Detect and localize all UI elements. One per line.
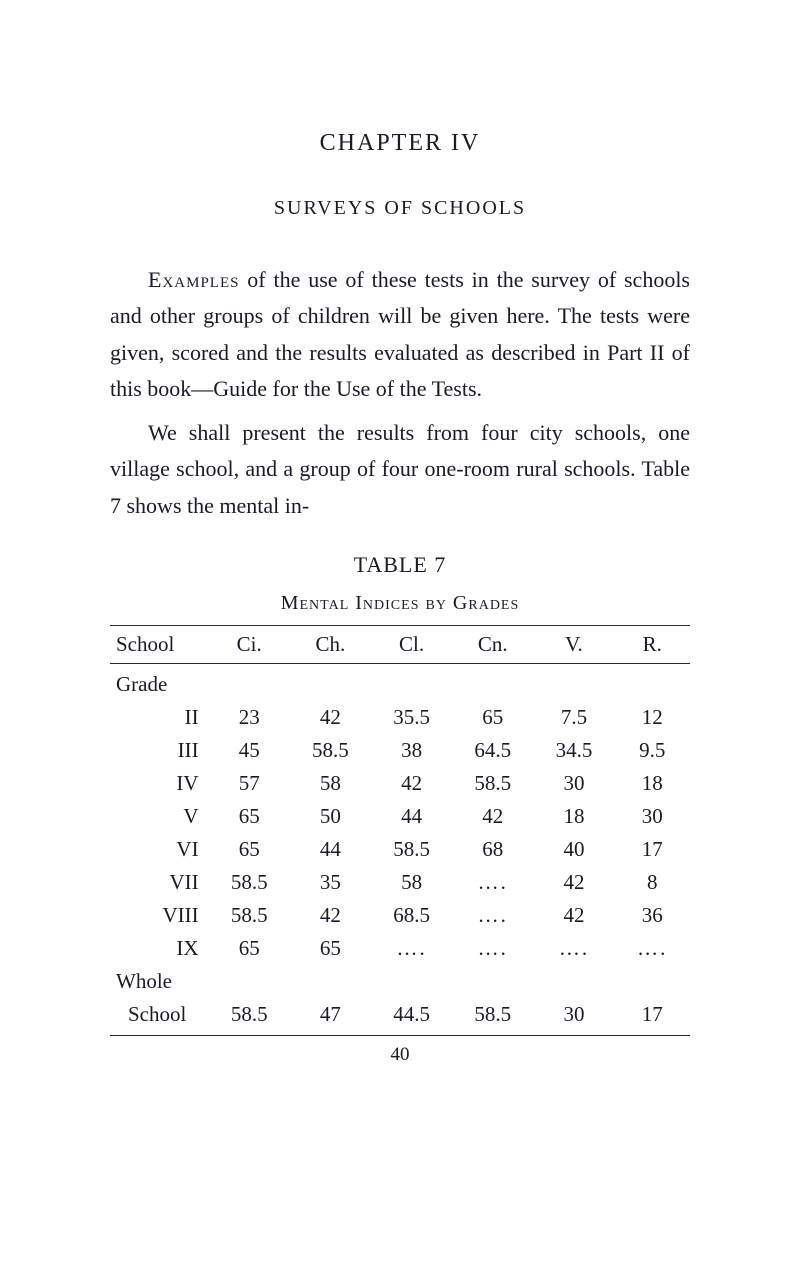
section-title: SURVEYS OF SCHOOLS bbox=[110, 197, 690, 220]
cell: 9.5 bbox=[615, 734, 690, 767]
cell: …. bbox=[533, 932, 614, 965]
paragraph-2-text: We shall present the results from four c… bbox=[110, 420, 690, 518]
cell: 38 bbox=[371, 734, 452, 767]
cell: 42 bbox=[290, 701, 371, 734]
whole-label: Whole bbox=[110, 965, 209, 998]
row-label: VII bbox=[110, 866, 209, 899]
paragraph-2: We shall present the results from four c… bbox=[110, 415, 690, 524]
cell: 58 bbox=[290, 767, 371, 800]
col-cn: Cn. bbox=[452, 626, 533, 664]
row-label: III bbox=[110, 734, 209, 767]
col-ci: Ci. bbox=[209, 626, 290, 664]
table-row: V 65 50 44 42 18 30 bbox=[110, 800, 690, 833]
row-label: VI bbox=[110, 833, 209, 866]
cell: 44.5 bbox=[371, 998, 452, 1036]
col-ch: Ch. bbox=[290, 626, 371, 664]
col-r: R. bbox=[615, 626, 690, 664]
grades-table: School Ci. Ch. Cl. Cn. V. R. Grade II 23… bbox=[110, 625, 690, 1036]
paragraph-1-lead: Examples bbox=[148, 267, 239, 292]
cell: 65 bbox=[209, 800, 290, 833]
grade-label-row: Grade bbox=[110, 664, 690, 702]
table-row: VI 65 44 58.5 68 40 17 bbox=[110, 833, 690, 866]
cell: 35.5 bbox=[371, 701, 452, 734]
chapter-title: CHAPTER IV bbox=[110, 130, 690, 157]
cell: …. bbox=[615, 932, 690, 965]
cell: 58 bbox=[371, 866, 452, 899]
cell: 18 bbox=[615, 767, 690, 800]
whole-school-row: School 58.5 47 44.5 58.5 30 17 bbox=[110, 998, 690, 1036]
cell: 42 bbox=[290, 899, 371, 932]
cell: 42 bbox=[533, 899, 614, 932]
cell: 35 bbox=[290, 866, 371, 899]
cell: 30 bbox=[533, 767, 614, 800]
cell: 42 bbox=[371, 767, 452, 800]
grade-label: Grade bbox=[110, 664, 209, 702]
whole-label-row: Whole bbox=[110, 965, 690, 998]
cell: 42 bbox=[533, 866, 614, 899]
row-label: IX bbox=[110, 932, 209, 965]
paragraph-1: Examples of the use of these tests in th… bbox=[110, 262, 690, 407]
col-school: School bbox=[110, 626, 209, 664]
row-label: IV bbox=[110, 767, 209, 800]
table-row: III 45 58.5 38 64.5 34.5 9.5 bbox=[110, 734, 690, 767]
cell: 23 bbox=[209, 701, 290, 734]
table-row: IX 65 65 …. …. …. …. bbox=[110, 932, 690, 965]
cell: 36 bbox=[615, 899, 690, 932]
table-header-row: School Ci. Ch. Cl. Cn. V. R. bbox=[110, 626, 690, 664]
cell: 17 bbox=[615, 833, 690, 866]
cell: 40 bbox=[533, 833, 614, 866]
cell: …. bbox=[452, 899, 533, 932]
table-row: IV 57 58 42 58.5 30 18 bbox=[110, 767, 690, 800]
row-label: School bbox=[110, 998, 209, 1036]
cell: 58.5 bbox=[452, 767, 533, 800]
cell: 8 bbox=[615, 866, 690, 899]
col-cl: Cl. bbox=[371, 626, 452, 664]
cell: 58.5 bbox=[371, 833, 452, 866]
cell: 44 bbox=[371, 800, 452, 833]
cell: 68.5 bbox=[371, 899, 452, 932]
row-label: VIII bbox=[110, 899, 209, 932]
cell: 68 bbox=[452, 833, 533, 866]
cell: 58.5 bbox=[209, 866, 290, 899]
row-label: V bbox=[110, 800, 209, 833]
col-v: V. bbox=[533, 626, 614, 664]
table-row: VIII 58.5 42 68.5 …. 42 36 bbox=[110, 899, 690, 932]
table-row: VII 58.5 35 58 …. 42 8 bbox=[110, 866, 690, 899]
cell: 7.5 bbox=[533, 701, 614, 734]
cell: 30 bbox=[533, 998, 614, 1036]
page-number: 40 bbox=[110, 1044, 690, 1066]
cell: 47 bbox=[290, 998, 371, 1036]
table-subtitle: Mental Indices by Grades bbox=[110, 592, 690, 615]
cell: 42 bbox=[452, 800, 533, 833]
cell: 64.5 bbox=[452, 734, 533, 767]
cell: 57 bbox=[209, 767, 290, 800]
table-row: II 23 42 35.5 65 7.5 12 bbox=[110, 701, 690, 734]
cell: 58.5 bbox=[290, 734, 371, 767]
cell: 44 bbox=[290, 833, 371, 866]
cell: 65 bbox=[209, 833, 290, 866]
cell: 58.5 bbox=[209, 899, 290, 932]
cell: 30 bbox=[615, 800, 690, 833]
cell: …. bbox=[452, 866, 533, 899]
cell: 65 bbox=[452, 701, 533, 734]
row-label: II bbox=[110, 701, 209, 734]
cell: 17 bbox=[615, 998, 690, 1036]
table-title: TABLE 7 bbox=[110, 552, 690, 578]
cell: 18 bbox=[533, 800, 614, 833]
cell: 50 bbox=[290, 800, 371, 833]
cell: …. bbox=[371, 932, 452, 965]
cell: 45 bbox=[209, 734, 290, 767]
cell: 65 bbox=[290, 932, 371, 965]
cell: 12 bbox=[615, 701, 690, 734]
cell: 34.5 bbox=[533, 734, 614, 767]
cell: 65 bbox=[209, 932, 290, 965]
cell: 58.5 bbox=[209, 998, 290, 1036]
cell: 58.5 bbox=[452, 998, 533, 1036]
cell: …. bbox=[452, 932, 533, 965]
